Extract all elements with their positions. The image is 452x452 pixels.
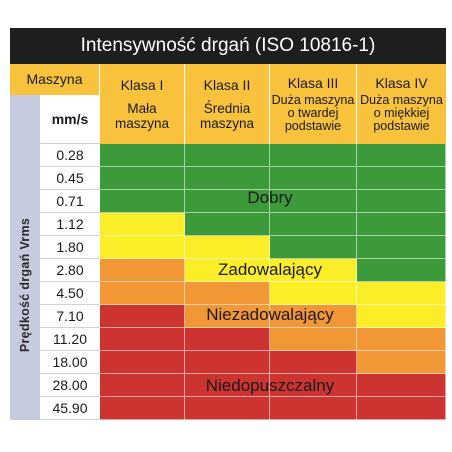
zone-cell-red (100, 374, 185, 397)
zone-cell-yellow (270, 259, 357, 282)
row-value: 2.80 (40, 259, 100, 282)
zone-label-good: Dobry (247, 188, 293, 207)
row-value: 45.90 (40, 397, 100, 420)
class-2-header: Klasa II Średnia maszyna (185, 64, 270, 144)
zone-cell-red (270, 397, 357, 420)
zone-cell-green (357, 167, 446, 190)
zone-cell-orange (357, 351, 446, 374)
row-value-text: 28.00 (52, 377, 88, 393)
zone-cell-yellow (185, 236, 270, 259)
zone-cell-red (185, 397, 270, 420)
class-2-name: Klasa II (203, 77, 251, 93)
row-value-text: 1.12 (56, 216, 84, 232)
row-value: 4.50 (40, 282, 100, 305)
row-value-text: 0.71 (56, 193, 84, 209)
row-value-text: 7.10 (56, 308, 84, 324)
zone-cell-green (100, 190, 185, 213)
zone-cell-green (357, 190, 446, 213)
zone-cell-green (357, 236, 446, 259)
class-3-header: Klasa III Duża maszyna o twardej podstaw… (270, 64, 357, 144)
zone-cell-green (185, 167, 270, 190)
zone-cell-yellow (357, 305, 446, 328)
zone-cell-orange (185, 305, 270, 328)
class-1-header: Klasa I Mała maszyna (100, 64, 185, 144)
class-3-desc-line1: Duża maszyna (271, 93, 355, 107)
zone-cell-orange (185, 282, 270, 305)
zone-cell-red (100, 305, 185, 328)
row-value: 0.45 (40, 167, 100, 190)
class-1-name: Klasa I (120, 77, 164, 93)
zone-cell-red (270, 374, 357, 397)
zone-cell-green (185, 213, 270, 236)
class-4-name: Klasa IV (375, 75, 428, 91)
zone-cell-green (270, 236, 357, 259)
zone-label-unsatisfactory: Niezadowalający (206, 305, 334, 324)
zone-cell-yellow (100, 213, 185, 236)
zone-cell-green (357, 144, 446, 167)
class-3-name: Klasa III (287, 75, 339, 91)
zone-cell-green (185, 144, 270, 167)
unit-cell: mm/s (40, 95, 100, 144)
zone-cell-green (185, 190, 270, 213)
row-value-text: 2.80 (56, 262, 84, 278)
zone-cell-red (357, 397, 446, 420)
row-value: 18.00 (40, 351, 100, 374)
zone-cell-red (185, 351, 270, 374)
zone-cell-orange (270, 328, 357, 351)
row-value: 7.10 (40, 305, 100, 328)
zone-cell-red (357, 374, 446, 397)
zone-cell-red (270, 351, 357, 374)
zone-label-unacceptable: Niedopuszczalny (205, 376, 335, 395)
zone-cell-green (270, 190, 357, 213)
zone-cell-yellow (270, 282, 357, 305)
machine-label: Maszyna (26, 71, 83, 87)
side-strip (10, 95, 40, 420)
zone-cell-orange (100, 259, 185, 282)
row-value-text: 45.90 (52, 400, 88, 416)
zone-cell-red (185, 328, 270, 351)
row-value: 1.80 (40, 236, 100, 259)
zone-cell-green (270, 167, 357, 190)
row-value-text: 0.28 (56, 147, 84, 163)
row-value-text: 18.00 (52, 354, 88, 370)
zone-cell-orange (357, 328, 446, 351)
zone-cell-red (185, 374, 270, 397)
zone-cell-green (100, 144, 185, 167)
row-value: 11.20 (40, 328, 100, 351)
table-title: Intensywność drgań (ISO 10816-1) (10, 28, 446, 64)
class-4-desc-line2: o miękkiej podstawie (373, 106, 430, 133)
zone-cell-yellow (185, 259, 270, 282)
zone-cell-orange (100, 282, 185, 305)
class-4-header: Klasa IV Duża maszyna o miękkiej podstaw… (357, 64, 446, 144)
row-value-text: 0.45 (56, 170, 84, 186)
row-value-text: 4.50 (56, 285, 84, 301)
zone-cell-yellow (357, 282, 446, 305)
zone-cell-green (270, 144, 357, 167)
zone-cell-orange (270, 305, 357, 328)
zone-cell-green (357, 213, 446, 236)
class-1-desc: Mała maszyna (114, 101, 170, 131)
zone-cell-red (100, 397, 185, 420)
zone-label-satisfactory: Zadowalający (218, 260, 322, 279)
zone-cell-green (270, 213, 357, 236)
unit-label: mm/s (51, 111, 89, 127)
row-value: 0.28 (40, 144, 100, 167)
row-value: 28.00 (40, 374, 100, 397)
zone-cell-green (357, 259, 446, 282)
class-2-desc: Średnia maszyna (199, 101, 255, 131)
machine-header: Maszyna (10, 64, 100, 95)
row-value: 0.71 (40, 190, 100, 213)
zone-cell-red (100, 351, 185, 374)
side-label-text: Prędkość drgań Vrms (18, 217, 32, 353)
row-value-text: 11.20 (53, 331, 87, 347)
row-value-text: 1.80 (56, 239, 84, 255)
row-value: 1.12 (40, 213, 100, 236)
class-4-desc-line1: Duża maszyna (360, 93, 443, 107)
zone-cell-yellow (100, 236, 185, 259)
class-3-desc-line2: o twardej podstawie (284, 106, 342, 133)
zone-cell-red (100, 328, 185, 351)
side-label: Prędkość drgań Vrms (18, 218, 32, 352)
zone-cell-green (100, 167, 185, 190)
